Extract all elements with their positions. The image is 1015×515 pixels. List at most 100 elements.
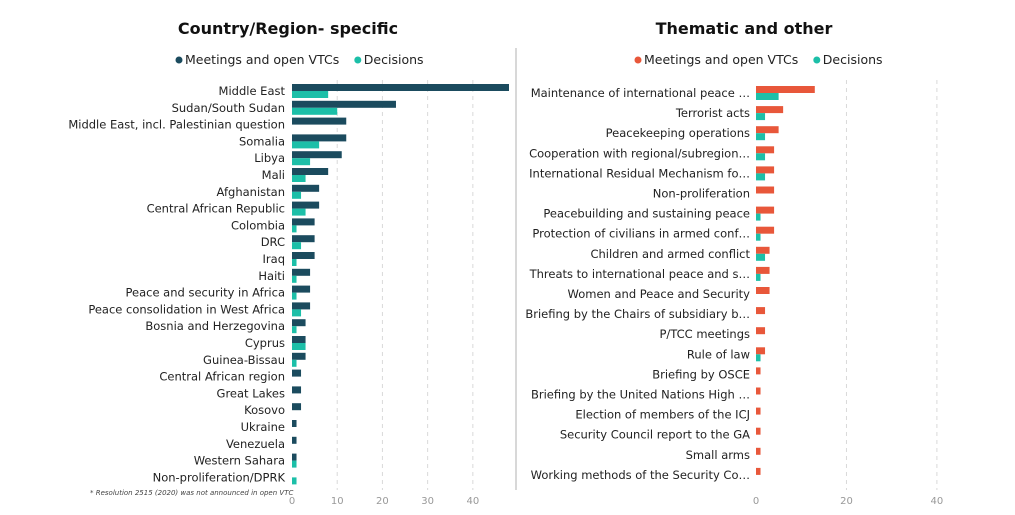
bar-decisions (756, 354, 761, 362)
category-label: Non-proliferation (653, 187, 750, 201)
bar-meetings (756, 447, 761, 455)
category-label: Mali (262, 168, 285, 182)
category-label: Middle East, incl. Palestinian question (68, 118, 285, 132)
x-tick-label: 40 (931, 496, 944, 507)
x-tick-label: 40 (466, 496, 479, 507)
chart-title: Thematic and other (656, 19, 833, 38)
category-label: Somalia (239, 134, 285, 148)
bar-decisions (292, 141, 320, 149)
x-tick-label: 20 (376, 496, 389, 507)
bar-decisions (292, 259, 297, 266)
bar-decisions (756, 173, 766, 181)
category-label: Rule of law (687, 347, 750, 361)
category-label: Bosnia and Herzegovina (145, 319, 285, 333)
category-label: Working methods of the Security Co… (531, 468, 750, 482)
bar-meetings (292, 252, 315, 259)
category-label: Security Council report to the GA (560, 428, 750, 442)
category-label: Small arms (686, 448, 750, 462)
category-label: Libya (254, 151, 285, 165)
bar-decisions (292, 309, 302, 317)
country-region-chart: Country/Region- specific Meetings and ope… (68, 19, 509, 507)
category-label: Afghanistan (217, 185, 285, 199)
bar-decisions (756, 253, 766, 261)
bar-meetings (756, 206, 775, 214)
category-label: Cooperation with regional/subregion… (529, 146, 750, 160)
bar-meetings (756, 166, 775, 174)
category-label: Peacekeeping operations (606, 126, 750, 140)
category-label: P/TCC meetings (659, 327, 750, 341)
category-label: Non-proliferation/DPRK (153, 470, 286, 484)
bar-meetings (292, 420, 297, 427)
category-label: Central African Republic (147, 202, 285, 216)
bar-meetings (756, 347, 766, 355)
bar-decisions (292, 191, 302, 199)
bar-decisions (756, 233, 761, 241)
bar-meetings (756, 246, 770, 254)
bar-decisions (292, 292, 297, 300)
category-label: Peacebuilding and sustaining peace (543, 207, 750, 221)
bar-meetings (292, 151, 342, 159)
x-tick-label: 20 (840, 496, 853, 507)
bar-meetings (292, 436, 297, 444)
bar-decisions (292, 460, 297, 468)
x-tick-label: 0 (753, 496, 759, 507)
bar-meetings (292, 134, 347, 142)
bar-decisions (292, 275, 297, 283)
bar-decisions (292, 343, 306, 350)
bar-meetings (292, 100, 396, 108)
bar-decisions (292, 359, 297, 367)
bar-meetings (756, 186, 775, 194)
category-label: Terrorist acts (675, 106, 750, 120)
bar-decisions (292, 326, 297, 334)
bar-decisions (292, 225, 297, 233)
bar-meetings (756, 327, 766, 335)
bar-decisions (292, 208, 306, 216)
category-label: Venezuela (226, 437, 285, 451)
category-label: Colombia (231, 218, 285, 232)
bar-decisions (756, 133, 766, 141)
bar-meetings (756, 467, 761, 475)
category-label: Western Sahara (194, 454, 285, 468)
bar-meetings (292, 218, 315, 226)
category-label: Kosovo (244, 403, 285, 417)
bar-decisions (756, 113, 766, 121)
category-label: Central African region (159, 370, 285, 384)
legend-marker (175, 56, 183, 64)
category-label: Children and armed conflict (590, 247, 750, 261)
bar-meetings (292, 168, 329, 175)
bar-decisions (756, 273, 761, 281)
bar-meetings (756, 226, 775, 234)
category-label: Great Lakes (217, 386, 285, 400)
x-tick-label: 30 (421, 496, 434, 507)
legend-label: Meetings and open VTCs (644, 52, 798, 67)
bar-meetings (756, 266, 770, 274)
bar-meetings (756, 427, 761, 435)
bar-meetings (292, 268, 311, 276)
category-label: Guinea-Bissau (203, 353, 285, 367)
category-label: Haiti (258, 269, 285, 283)
category-label: Briefing by OSCE (652, 367, 750, 381)
bar-meetings (756, 287, 770, 294)
bar-meetings (756, 307, 766, 315)
bar-decisions (756, 213, 761, 221)
bar-decisions (292, 242, 302, 250)
bar-meetings (292, 403, 302, 411)
category-label: Sudan/South Sudan (172, 101, 285, 115)
legend-label: Meetings and open VTCs (185, 52, 339, 67)
category-label: Middle East (219, 84, 286, 98)
bar-meetings (756, 106, 784, 114)
category-label: Election of members of the ICJ (575, 408, 750, 422)
legend-marker (813, 56, 821, 64)
bar-meetings (292, 184, 320, 192)
category-label: Cyprus (245, 336, 285, 350)
bar-meetings (292, 201, 320, 209)
legend-marker (354, 56, 362, 64)
bar-decisions (756, 153, 766, 161)
bar-meetings (292, 352, 306, 360)
bar-meetings (756, 86, 815, 93)
bar-meetings (292, 386, 302, 394)
category-label: Peace and security in Africa (125, 286, 285, 300)
bar-meetings (292, 319, 306, 327)
bar-decisions (292, 91, 329, 98)
